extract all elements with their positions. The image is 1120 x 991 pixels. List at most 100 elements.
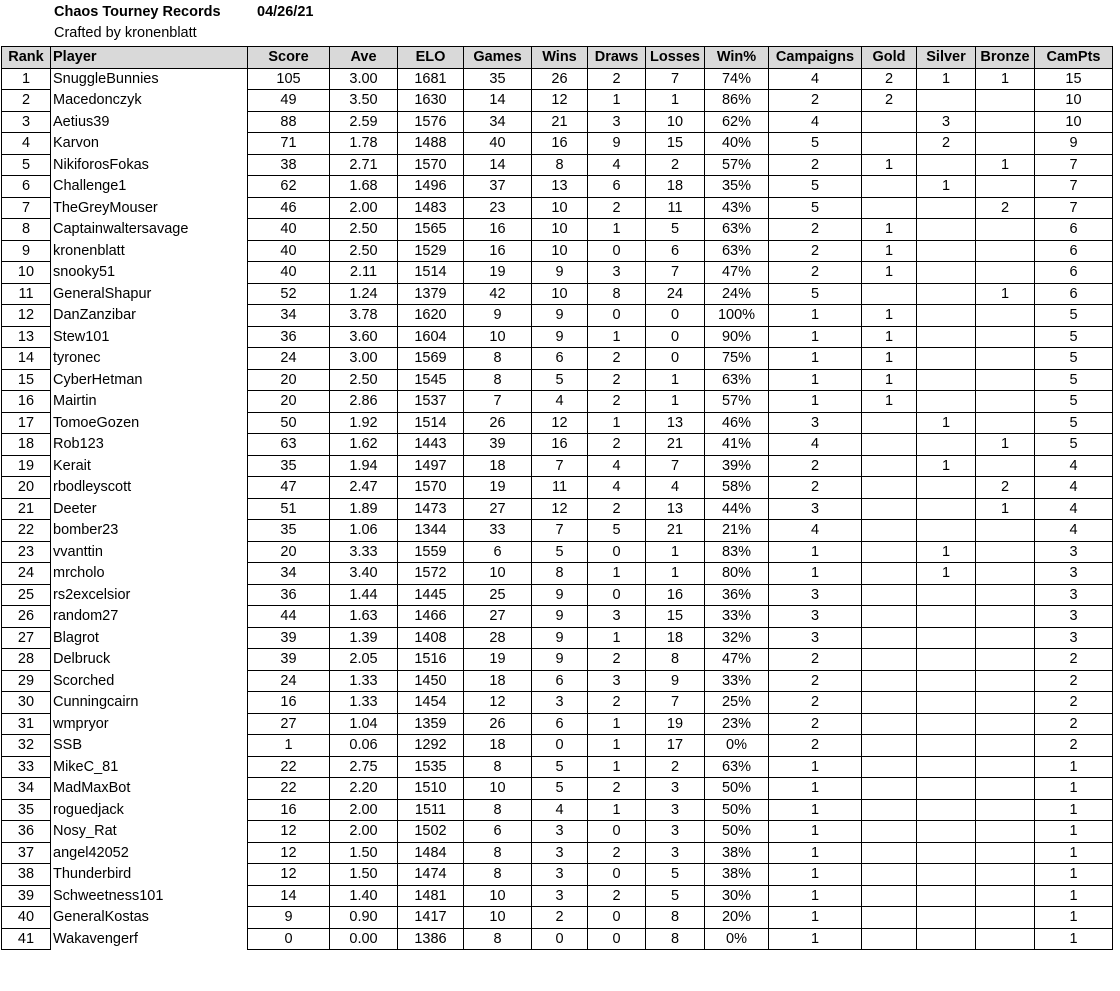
cell-losses: 2 [645,153,705,176]
cell-wins: 6 [531,669,588,692]
cell-score: 47 [247,476,330,499]
cell-gold: 1 [861,347,917,370]
cell-silver: 3 [916,110,976,133]
sheet-date: 04/26/21 [257,4,314,20]
cell-silver [916,863,976,886]
cell-ave: 2.05 [329,648,398,671]
cell-wins: 0 [531,927,588,950]
cell-campaigns: 4 [768,433,862,456]
cell-bronze [975,583,1035,606]
cell-silver [916,927,976,950]
cell-campts: 1 [1034,777,1113,800]
cell-losses: 15 [645,605,705,628]
cell-draws: 2 [587,347,646,370]
cell-gold [861,777,917,800]
cell-score: 40 [247,239,330,262]
cell-wins: 4 [531,390,588,413]
cell-draws: 1 [587,218,646,241]
cell-campaigns: 1 [768,841,862,864]
cell-gold [861,648,917,671]
cell-draws: 2 [587,884,646,907]
table-row: 2 Macedonczyk 49 3.50 1630 14 12 1 1 86% 2 2 10 [1,89,1113,112]
cell-silver: 2 [916,132,976,155]
cell-games: 8 [463,347,532,370]
cell-silver [916,476,976,499]
cell-draws: 1 [587,325,646,348]
cell-bronze: 2 [975,476,1035,499]
cell-bronze [975,863,1035,886]
cell-draws: 2 [587,691,646,714]
cell-player: tyronec [50,347,248,369]
cell-wins: 3 [531,841,588,864]
cell-score: 71 [247,132,330,155]
cell-campts: 4 [1034,519,1113,542]
cell-ave: 3.60 [329,325,398,348]
cell-campaigns: 2 [768,218,862,241]
cell-elo: 1454 [397,691,464,714]
cell-draws: 4 [587,153,646,176]
cell-draws: 0 [587,863,646,886]
cell-campts: 1 [1034,820,1113,843]
cell-gold: 1 [861,218,917,241]
cell-bronze [975,626,1035,649]
cell-player: Macedonczyk [50,89,248,111]
cell-draws: 4 [587,454,646,477]
table-row: 32 SSB 1 0.06 1292 18 0 1 17 0% 2 2 [1,734,1113,757]
cell-games: 9 [463,304,532,327]
table-row: 21 Deeter 51 1.89 1473 27 12 2 13 44% 3 1 4 [1,497,1113,520]
cell-player: TheGreyMouser [50,197,248,219]
cell-losses: 16 [645,583,705,606]
cell-bronze [975,368,1035,391]
cell-ave: 2.00 [329,196,398,219]
cell-player: Scorched [50,670,248,692]
cell-winpct: 23% [704,712,769,735]
cell-campts: 5 [1034,347,1113,370]
cell-campts: 7 [1034,175,1113,198]
records-table: Rank Player Score Ave ELO Games Wins Draws Losse… [1,46,1113,950]
cell-bronze: 1 [975,67,1035,90]
cell-player: kronenblatt [50,240,248,262]
cell-player: angel42052 [50,842,248,864]
cell-rank: 35 [1,798,51,821]
column-header-gold: Gold [861,46,917,69]
cell-games: 10 [463,325,532,348]
cell-games: 10 [463,906,532,929]
cell-losses: 11 [645,196,705,219]
column-header-wins: Wins [531,46,588,69]
cell-score: 20 [247,368,330,391]
cell-ave: 3.40 [329,562,398,585]
cell-wins: 5 [531,540,588,563]
cell-gold [861,863,917,886]
cell-gold [861,196,917,219]
cell-winpct: 63% [704,239,769,262]
column-header-elo: ELO [397,46,464,69]
cell-player: SnuggleBunnies [50,68,248,90]
cell-bronze [975,454,1035,477]
cell-draws: 8 [587,282,646,305]
cell-games: 18 [463,669,532,692]
cell-elo: 1474 [397,863,464,886]
cell-games: 8 [463,798,532,821]
cell-rank: 34 [1,777,51,800]
cell-score: 62 [247,175,330,198]
cell-draws: 0 [587,304,646,327]
cell-winpct: 39% [704,454,769,477]
cell-games: 6 [463,820,532,843]
cell-losses: 7 [645,691,705,714]
cell-silver [916,755,976,778]
cell-elo: 1511 [397,798,464,821]
cell-winpct: 33% [704,605,769,628]
cell-rank: 32 [1,734,51,757]
cell-wins: 11 [531,476,588,499]
cell-wins: 12 [531,497,588,520]
cell-gold [861,282,917,305]
cell-bronze [975,691,1035,714]
column-header-bronze: Bronze [975,46,1035,69]
cell-wins: 7 [531,454,588,477]
cell-bronze [975,798,1035,821]
cell-player: mrcholo [50,562,248,584]
cell-score: 27 [247,712,330,735]
cell-draws: 3 [587,261,646,284]
cell-campts: 6 [1034,218,1113,241]
cell-rank: 30 [1,691,51,714]
